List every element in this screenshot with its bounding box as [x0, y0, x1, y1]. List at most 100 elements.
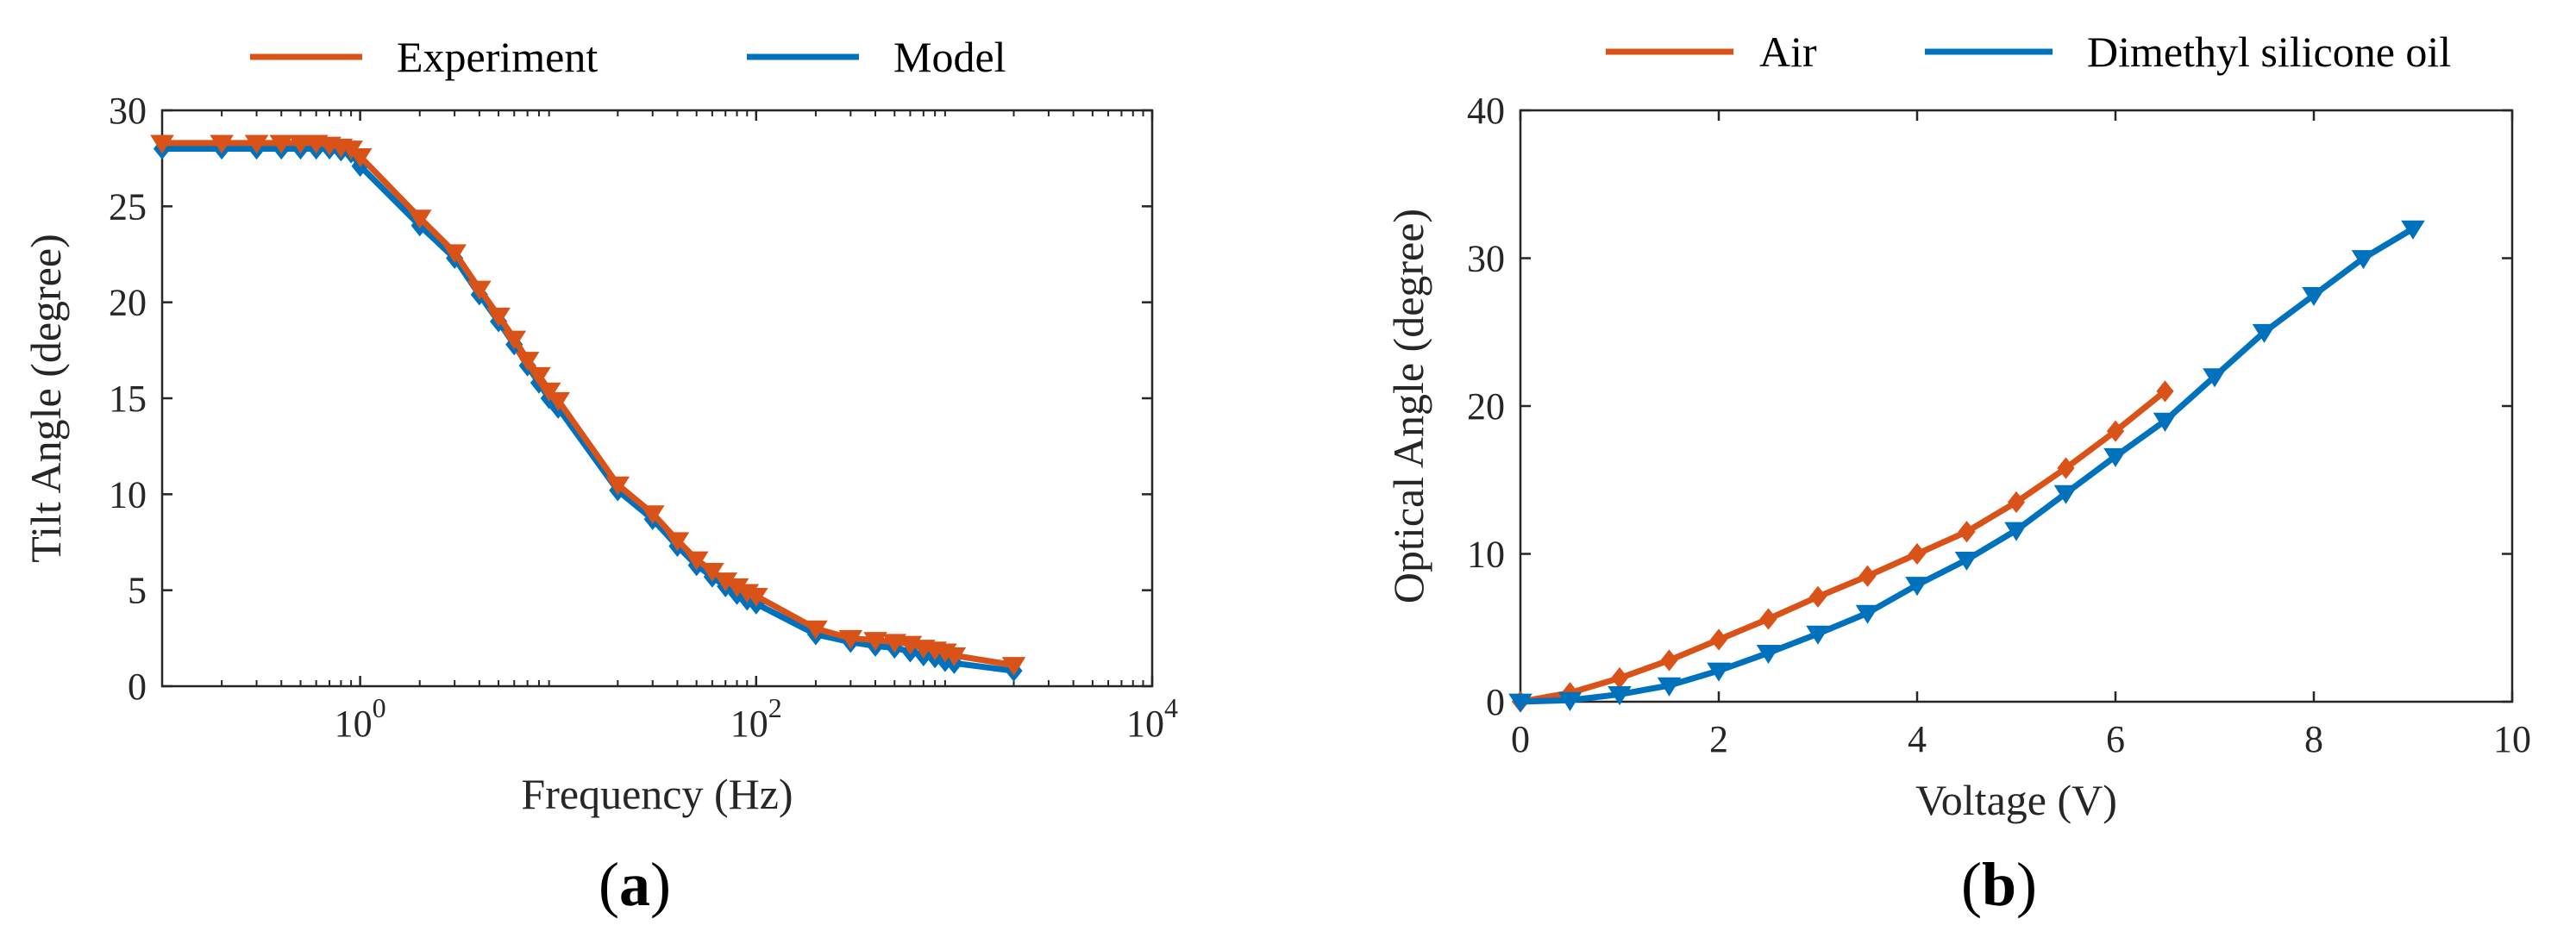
a-ytick-label-5: 25 — [109, 185, 147, 228]
a-series-0-line — [162, 140, 1015, 668]
a-series-0-point-20 — [640, 505, 665, 525]
legend-a-model-label: Model — [893, 33, 1006, 81]
a-series-0-point-12 — [467, 280, 492, 300]
a-series-0-point-2 — [244, 134, 269, 154]
a-series-0-point-15 — [515, 352, 540, 372]
b-series-1-line — [1520, 226, 2415, 705]
b-series-1-point-17 — [2351, 250, 2376, 270]
a-series-0-point-17 — [536, 382, 561, 402]
a-ytick-label-6: 30 — [109, 90, 147, 132]
a-xtick-label-1: 102 — [730, 692, 782, 745]
b-series-1-point-8 — [1905, 577, 1929, 597]
a-series-0-point-11 — [442, 244, 467, 264]
b-series-0-point-10 — [2007, 491, 2026, 514]
a-series-0-point-19 — [605, 476, 630, 496]
b-series-1-point-14 — [2203, 368, 2227, 388]
b-ytick-label-3: 30 — [1467, 238, 1505, 280]
b-series-0 — [1511, 380, 2174, 713]
a-ytick-label-3: 15 — [109, 378, 147, 420]
b-series-1-point-2 — [1608, 686, 1632, 706]
b-series-1-point-0 — [1508, 693, 1532, 713]
a-series-0-point-36 — [942, 647, 967, 667]
a-series-0-point-18 — [546, 391, 571, 411]
series-a — [150, 134, 1026, 682]
b-series-0-point-7 — [1858, 565, 1877, 587]
a-ytick-label-4: 20 — [109, 282, 147, 324]
a-series-0-point-16 — [527, 366, 551, 386]
panel-label-a: (a) — [599, 850, 671, 919]
b-series-0-line — [1520, 389, 2167, 705]
b-series-1-point-11 — [2053, 484, 2078, 504]
a-series-1-line — [162, 146, 1014, 674]
b-ytick-label-0: 0 — [1486, 681, 1505, 723]
a-series-0-point-23 — [700, 563, 724, 583]
b-series-0-point-4 — [1709, 628, 1728, 651]
a-series-0-point-30 — [863, 632, 887, 652]
b-series-1-point-18 — [2401, 220, 2425, 240]
a-series-0-point-14 — [502, 330, 527, 350]
b-xtick-label-2: 4 — [1908, 718, 1927, 760]
ticks-b: 0 10 20 30 40 0 2 4 6 8 10 — [1467, 90, 2531, 760]
legend-b-oil-label: Dimethyl silicone oil — [2087, 28, 2451, 76]
b-series-0-point-5 — [1759, 608, 1777, 630]
plot-area-a — [160, 109, 1154, 688]
b-series-1-point-13 — [2153, 412, 2178, 432]
b-series-1-point-12 — [2103, 447, 2128, 467]
a-xtick-label-0: 100 — [335, 692, 386, 745]
a-series-1 — [153, 137, 1023, 682]
b-series-1-point-4 — [1707, 662, 1731, 682]
b-series-1-point-6 — [1806, 625, 1830, 645]
panel-label-b: (b) — [1961, 850, 2037, 919]
b-series-1-point-15 — [2252, 323, 2277, 343]
legend-b-air-label: Air — [1759, 28, 1817, 76]
a-series-0-point-0 — [150, 134, 174, 154]
b-series-1-point-3 — [1657, 677, 1682, 697]
b-ytick-label-1: 10 — [1467, 534, 1505, 576]
b-series-0-point-11 — [2057, 457, 2075, 479]
a-series-0-point-31 — [882, 634, 907, 653]
chart-b: Air Dimethyl silicone oil 0 10 20 30 40 0 2 4 6 8… — [1384, 28, 2531, 919]
b-series-0-point-12 — [2106, 420, 2125, 442]
plot-area-b — [1519, 109, 2514, 703]
a-xtick-label-2: 104 — [1126, 692, 1178, 745]
chart-a: Experiment Model 0 5 10 15 20 25 30 100 102 104 F… — [22, 33, 1178, 919]
b-series-1-point-9 — [1954, 551, 1979, 572]
a-series-0-point-29 — [838, 629, 863, 650]
b-series-1-point-5 — [1756, 645, 1781, 665]
b-series-0-point-3 — [1660, 649, 1678, 672]
a-series-0-point-10 — [407, 209, 432, 229]
a-series-0-point-22 — [684, 551, 709, 571]
b-series-0-point-6 — [1808, 585, 1827, 608]
xlabel-b: Voltage (V) — [1915, 776, 2117, 824]
a-series-0-point-4 — [288, 134, 313, 154]
b-series-0-point-13 — [2156, 380, 2174, 403]
b-xtick-label-5: 10 — [2493, 718, 2531, 760]
b-xtick-label-0: 0 — [1511, 718, 1530, 760]
b-ytick-label-2: 20 — [1467, 385, 1505, 428]
b-xtick-label-3: 6 — [2106, 718, 2125, 760]
a-series-0-point-27 — [743, 587, 768, 608]
b-ytick-label-4: 40 — [1467, 90, 1505, 132]
a-series-0-point-1 — [210, 134, 234, 154]
ticks-a: 0 5 10 15 20 25 30 100 102 104 — [109, 90, 1178, 745]
a-series-0-point-37 — [1001, 657, 1026, 677]
b-series-1-point-16 — [2302, 286, 2326, 307]
a-series-0-point-9 — [348, 148, 373, 168]
a-series-0-point-21 — [665, 532, 690, 552]
b-series-0-point-2 — [1610, 666, 1629, 690]
legend-b: Air Dimethyl silicone oil — [1606, 28, 2451, 76]
legend-a-experiment-label: Experiment — [397, 33, 598, 81]
ylabel-b: Optical Angle (degree) — [1384, 209, 1432, 603]
b-xtick-label-4: 8 — [2304, 718, 2323, 760]
b-series-1 — [1508, 220, 2425, 713]
a-series-0-point-3 — [269, 134, 294, 154]
series-b — [1508, 220, 2425, 713]
xlabel-a: Frequency (Hz) — [521, 770, 793, 818]
a-series-0-point-28 — [804, 620, 828, 640]
a-series-0-point-13 — [486, 307, 511, 327]
legend-a: Experiment Model — [250, 33, 1006, 81]
a-ytick-label-0: 0 — [128, 666, 147, 708]
b-series-1-point-10 — [2004, 522, 2028, 541]
b-series-1-point-1 — [1558, 691, 1583, 711]
